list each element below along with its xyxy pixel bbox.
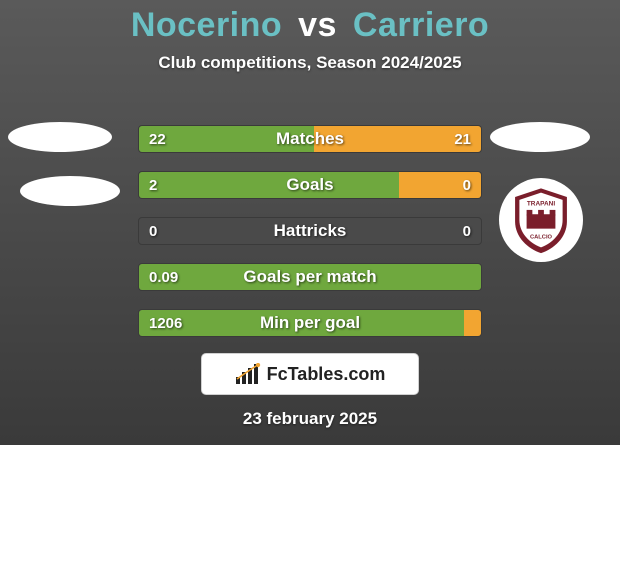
right-club-badge: TRAPANI CALCIO (499, 178, 583, 262)
subtitle: Club competitions, Season 2024/2025 (0, 53, 620, 73)
comparison-hero: Nocerino vs Carriero Club competitions, … (0, 0, 620, 445)
vs-text: vs (298, 6, 337, 44)
stat-label: Goals per match (139, 264, 481, 290)
player-left-name: Nocerino (131, 6, 282, 44)
fctables-badge: FcTables.com (201, 353, 419, 395)
left-club-ellipse-2 (20, 176, 120, 206)
svg-text:CALCIO: CALCIO (530, 235, 553, 241)
comparison-bars: 2221Matches 20Goals 00Hattricks 0.09Goals p… (138, 125, 482, 355)
shield-icon: TRAPANI CALCIO (505, 184, 577, 256)
stat-row: 20Goals (138, 171, 482, 199)
stat-row: 00Hattricks (138, 217, 482, 245)
stat-label: Matches (139, 126, 481, 152)
stat-row: 0.09Goals per match (138, 263, 482, 291)
date-text: 23 february 2025 (0, 409, 620, 429)
stat-label: Hattricks (139, 218, 481, 244)
right-club-ellipse (490, 122, 590, 152)
stat-label: Goals (139, 172, 481, 198)
bar-chart-icon (235, 363, 261, 385)
fctables-text: FcTables.com (267, 364, 386, 385)
page-title: Nocerino vs Carriero (0, 0, 620, 45)
stat-row: 1206Min per goal (138, 309, 482, 337)
player-right-name: Carriero (353, 6, 489, 44)
stat-label: Min per goal (139, 310, 481, 336)
left-club-ellipse-1 (8, 122, 112, 152)
stat-row: 2221Matches (138, 125, 482, 153)
svg-text:TRAPANI: TRAPANI (527, 201, 555, 208)
